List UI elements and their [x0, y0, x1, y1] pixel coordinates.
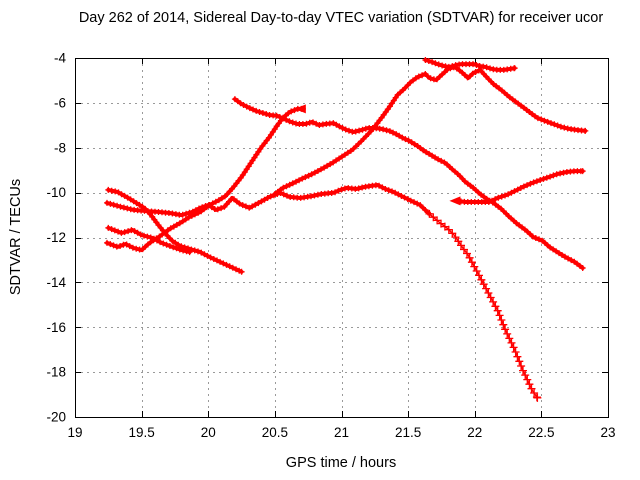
arrowhead-icon: [294, 104, 306, 114]
svg-text:21: 21: [334, 425, 349, 440]
svg-text:22: 22: [467, 425, 482, 440]
y-axis-label: SDTVAR / TECUs: [8, 178, 24, 296]
plot-frame: [75, 58, 609, 418]
svg-text:20.5: 20.5: [262, 425, 288, 440]
series-s2-plunge-markers: [425, 209, 542, 402]
svg-text:19: 19: [67, 425, 82, 440]
series-s2-markers: [104, 182, 433, 218]
series-s4-markers: [104, 105, 306, 253]
svg-text:23: 23: [600, 425, 615, 440]
series-s1-markers: [105, 186, 245, 275]
svg-text:-16: -16: [46, 320, 66, 335]
svg-text:-18: -18: [46, 365, 66, 380]
svg-text:-6: -6: [54, 95, 66, 110]
data-series: [104, 57, 589, 402]
series-s3-markers: [105, 224, 193, 256]
svg-text:-8: -8: [54, 140, 66, 155]
series-s4-line: [105, 106, 305, 253]
svg-text:-10: -10: [46, 185, 66, 200]
svg-text:-12: -12: [46, 230, 66, 245]
svg-text:-14: -14: [46, 275, 66, 290]
svg-text:-20: -20: [46, 410, 66, 425]
series-s8-line: [455, 169, 585, 204]
series-s5-markers: [271, 64, 589, 197]
series-s5-line: [272, 65, 588, 196]
chart-title: Day 262 of 2014, Sidereal Day-to-day VTE…: [78, 10, 604, 26]
svg-text:21.5: 21.5: [395, 425, 421, 440]
x-axis-label: GPS time / hours: [285, 455, 397, 471]
svg-text:22.5: 22.5: [528, 425, 554, 440]
arrowhead-icon: [449, 196, 461, 206]
svg-text:19.5: 19.5: [128, 425, 154, 440]
svg-text:-4: -4: [54, 51, 66, 66]
tick-labels: 19 19.5 20 20.5 21 21.5 22 22.5 23 -4 -6 -8 -10 -12 -1…: [46, 51, 615, 441]
series-s6-markers: [422, 57, 518, 73]
svg-text:20: 20: [201, 425, 216, 440]
series-s7-markers: [231, 96, 586, 271]
